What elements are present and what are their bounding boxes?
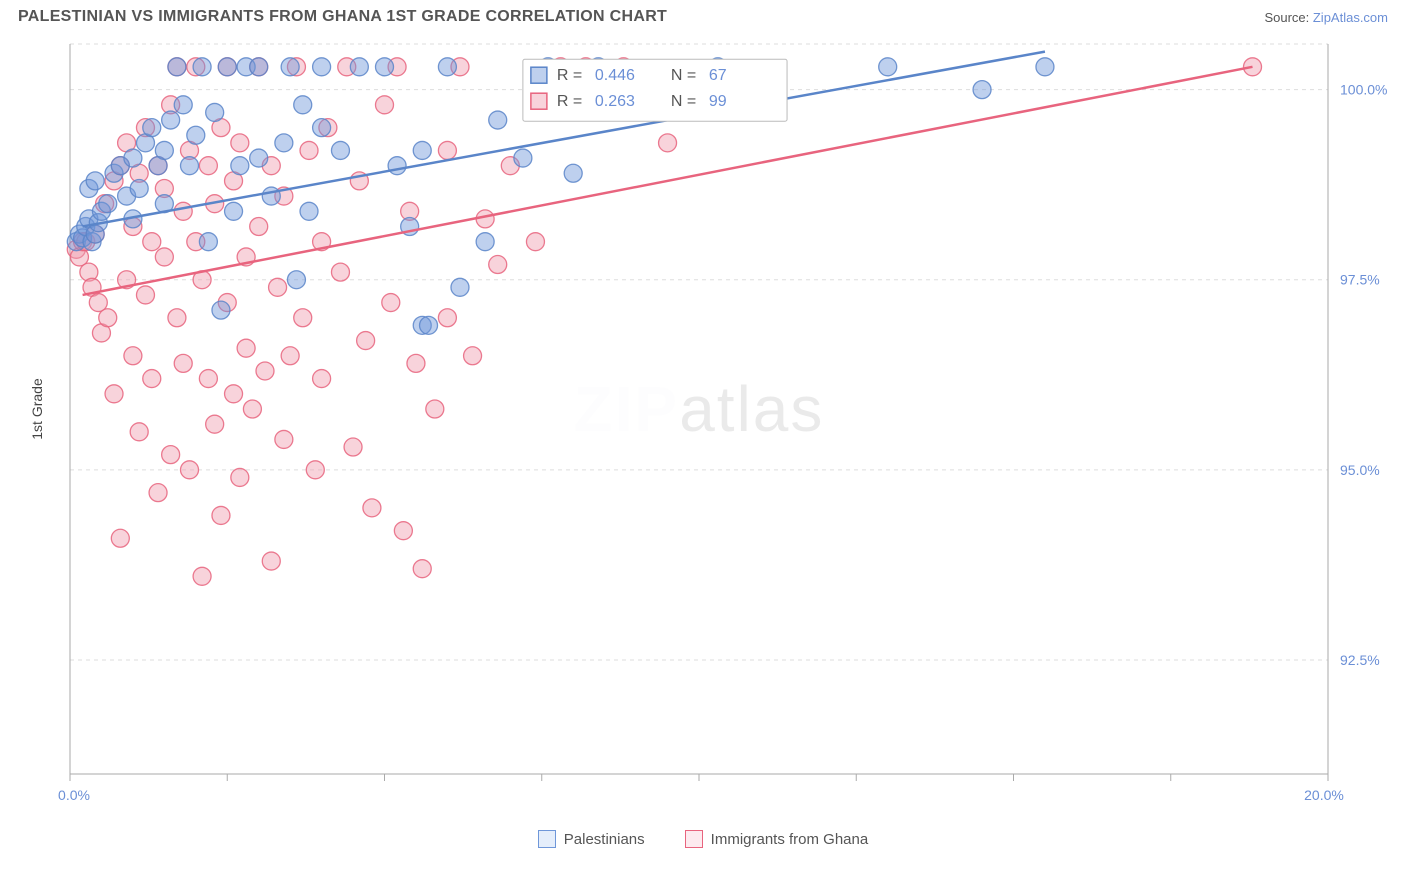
svg-text:92.5%: 92.5%	[1340, 652, 1380, 668]
legend-swatch-ghana	[685, 830, 703, 848]
chart-header: PALESTINIAN VS IMMIGRANTS FROM GHANA 1ST…	[0, 0, 1406, 30]
svg-text:R =: R =	[557, 93, 582, 110]
svg-text:N =: N =	[671, 67, 696, 84]
svg-text:97.5%: 97.5%	[1340, 272, 1380, 288]
source-attribution: Source: ZipAtlas.com	[1264, 10, 1388, 25]
svg-text:1st Grade: 1st Grade	[29, 378, 45, 440]
svg-text:99: 99	[709, 93, 727, 110]
svg-text:100.0%: 100.0%	[1340, 82, 1387, 98]
source-link[interactable]: ZipAtlas.com	[1313, 10, 1388, 25]
chart-svg: 92.5% 95.0% 97.5% 100.0% 0.0% 20.0% 1st Grade Z…	[18, 34, 1388, 824]
legend-item-ghana: Immigrants from Ghana	[685, 830, 869, 848]
svg-text:67: 67	[709, 67, 727, 84]
legend-swatch-palestinians	[538, 830, 556, 848]
bottom-legend: Palestinians Immigrants from Ghana	[0, 830, 1406, 848]
svg-text:20.0%: 20.0%	[1304, 787, 1344, 803]
svg-text:0.0%: 0.0%	[58, 787, 90, 803]
svg-text:R =: R =	[557, 67, 582, 84]
svg-text:0.263: 0.263	[595, 93, 635, 110]
correlation-scatter-chart: 92.5% 95.0% 97.5% 100.0% 0.0% 20.0% 1st Grade Z…	[18, 34, 1388, 824]
svg-text:N =: N =	[671, 93, 696, 110]
svg-text:0.446: 0.446	[595, 67, 635, 84]
svg-text:95.0%: 95.0%	[1340, 462, 1380, 478]
legend-item-palestinians: Palestinians	[538, 830, 645, 848]
chart-title: PALESTINIAN VS IMMIGRANTS FROM GHANA 1ST…	[18, 8, 667, 26]
svg-text:ZIPatlas: ZIPatlas	[574, 373, 825, 445]
